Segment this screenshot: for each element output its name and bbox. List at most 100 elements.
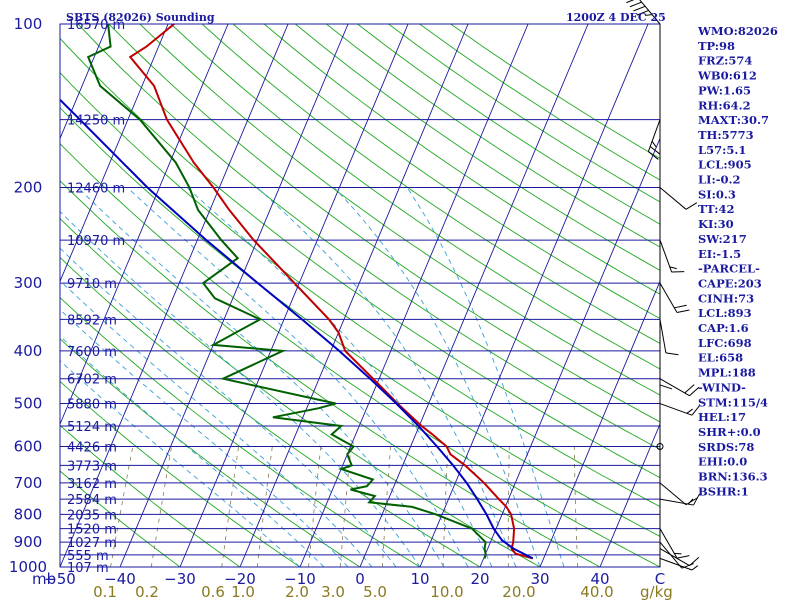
dry-adiabat-line: [263, 24, 660, 295]
wind-barb: [659, 239, 685, 273]
index-item: WMO:82026: [697, 24, 778, 38]
wind-barb-flag: [676, 309, 690, 314]
wind-barb-flag: [626, 0, 635, 4]
wind-barb-staff: [659, 403, 693, 416]
dry-adiabat-line: [170, 24, 660, 370]
dry-adiabat-line: [295, 24, 660, 271]
mixing-ratio-tick-label: 40.0: [580, 583, 613, 600]
wind-barb: [656, 443, 664, 451]
height-label: 1027 m: [67, 536, 117, 551]
wind-barb-flag: [649, 146, 661, 155]
temperature-tick-label: −30: [164, 570, 196, 588]
isotherm-line: [419, 24, 649, 567]
height-label: 4426 m: [67, 441, 117, 456]
index-item: PW:1.65: [698, 83, 751, 97]
wind-barb-flag: [693, 493, 700, 506]
wind-barb: [626, 0, 661, 25]
temperature-tick-label: −50: [44, 570, 76, 588]
wind-barb: [659, 282, 690, 314]
wind-barb-flag: [691, 404, 701, 416]
index-item: CINH:73: [698, 291, 754, 305]
height-label: 5880 m: [67, 398, 117, 413]
wind-barb: [659, 319, 679, 356]
wind-barb-flag: [685, 202, 698, 210]
wind-barb-staff: [659, 482, 687, 506]
mixing-ratio-axis-label: g/kg: [640, 583, 673, 600]
index-item: CAP:1.6: [698, 321, 749, 335]
height-label: 9710 m: [67, 277, 117, 292]
pressure-tick-label: 1000: [9, 558, 47, 576]
index-item: MAXT:30.7: [698, 113, 769, 127]
index-item: KI:30: [698, 217, 734, 231]
index-item: CAPE:203: [698, 276, 762, 290]
wind-barb-staff: [659, 548, 690, 567]
mixing-ratio-tick-label: 2.0: [285, 583, 309, 600]
pressure-tick-label: 800: [14, 505, 43, 523]
wind-barb-staff: [659, 282, 678, 313]
wind-barb-flag: [684, 384, 695, 394]
wind-barb-staff: [659, 239, 673, 273]
index-item: SW:217: [698, 232, 747, 246]
mixing-ratio-tick-label: 0.6: [201, 583, 225, 600]
index-item: EHI:0.0: [698, 455, 747, 469]
pressure-tick-label: 200: [14, 178, 43, 196]
wind-barb: [659, 493, 700, 506]
height-label: 1520 m: [67, 523, 117, 538]
pressure-tick-label: 300: [14, 274, 43, 292]
wind-barb-flag: [689, 556, 700, 566]
pressure-tick-label: 700: [14, 474, 43, 492]
pressure-tick-label: 100: [14, 15, 43, 33]
series-dew-point-line: [86, 24, 487, 559]
wind-barb-flag: [633, 5, 646, 12]
dry-adiabat-line: [232, 24, 660, 320]
isotherm-line: [60, 24, 169, 283]
moist-adiabat-line: [77, 187, 445, 567]
moist-adiabat-line: [60, 309, 349, 567]
wind-barb-flag: [644, 14, 653, 16]
height-label: 3162 m: [67, 477, 117, 492]
dry-adiabat-line: [60, 180, 601, 567]
series-parcel-line: [60, 98, 534, 560]
dry-adiabat-line: [60, 143, 660, 567]
wind-barb-flag: [665, 352, 679, 356]
temperature-tick-label: −20: [224, 570, 256, 588]
index-item: EI:-1.5: [698, 247, 741, 261]
pressure-axis-label: mb: [32, 570, 56, 588]
wind-barb-flag: [674, 304, 687, 309]
isotherm-line: [239, 24, 469, 567]
wind-barb-flag: [689, 386, 700, 397]
wind-barb-staff: [647, 119, 661, 152]
mixing-ratio-tick-label: 3.0: [321, 583, 345, 600]
index-item: SRDS:78: [698, 440, 754, 454]
index-item: RH:64.2: [698, 98, 751, 112]
height-label: 555 m: [67, 549, 109, 564]
pressure-tick-label: 500: [14, 395, 43, 413]
height-label: 107 m: [67, 561, 109, 576]
dry-adiabat-line: [60, 217, 541, 567]
index-item: TT:42: [698, 202, 735, 216]
isotherm-line: [539, 280, 660, 567]
index-item: SI:0.3: [698, 187, 736, 201]
temperature-tick-label: 10: [410, 570, 429, 588]
dry-adiabat-line: [77, 24, 660, 450]
wind-barb: [659, 187, 698, 210]
dry-adiabat-line: [60, 470, 181, 567]
wind-barb: [659, 548, 700, 567]
dry-adiabat-line: [60, 424, 241, 567]
mixing-ratio-tick-label: 20.0: [502, 583, 535, 600]
index-item: LI:-0.2: [698, 173, 741, 187]
index-item: BRN:136.3: [698, 470, 768, 484]
isotherm-line: [299, 24, 529, 567]
height-label: 3773 m: [67, 459, 117, 474]
height-label: 7600 m: [67, 345, 117, 360]
isotherm-line: [119, 24, 349, 567]
dry-adiabat-line: [60, 256, 481, 567]
wind-barb-flag: [659, 384, 673, 390]
index-item: SHR+:0.0: [698, 425, 761, 439]
wind-barb-staff: [659, 498, 694, 506]
mixing-ratio-tick-label: 0.2: [135, 583, 159, 600]
isotherm-line: [479, 137, 660, 567]
wind-barb-flag: [629, 1, 642, 8]
height-label: 16570 m: [67, 18, 125, 33]
temperature-tick-label: 20: [470, 570, 489, 588]
